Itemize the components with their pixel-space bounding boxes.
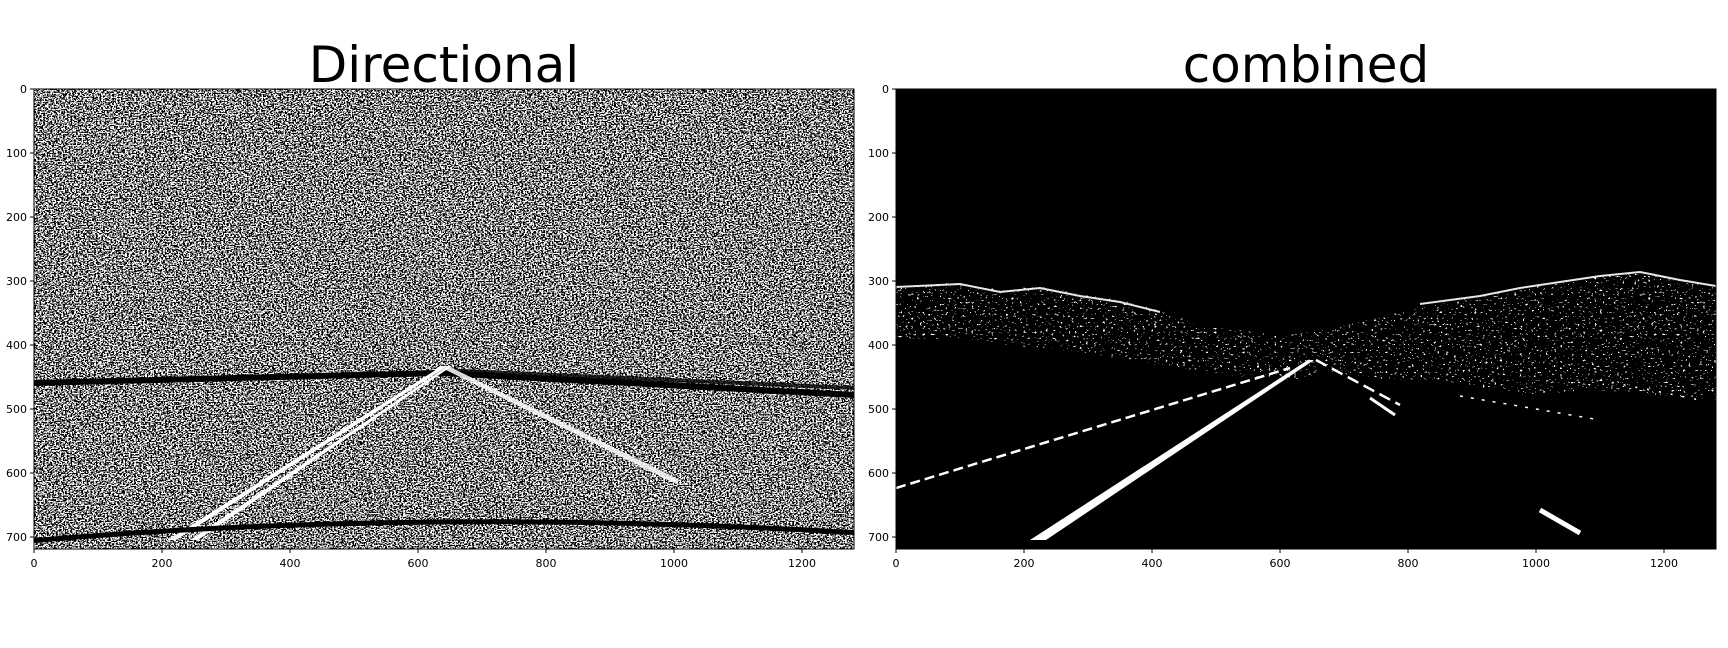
combined-x-axis: 0 200 400 600 800 1000 1200 (893, 549, 1678, 570)
combined-y-tick-label: 700 (868, 531, 889, 544)
directional-y-tick-label: 100 (6, 147, 27, 160)
directional-x-tick-label: 0 (31, 557, 38, 570)
combined-axes-frame (895, 88, 1717, 550)
combined-x-tick-label: 200 (1014, 557, 1035, 570)
panel-title-directional: Directional (309, 36, 579, 94)
combined-y-axis: 0 100 200 300 400 500 600 700 (868, 83, 896, 544)
directional-y-tick-label: 300 (6, 275, 27, 288)
combined-x-tick-label: 1200 (1650, 557, 1678, 570)
directional-y-axis: 0 100 200 300 400 500 600 700 (6, 83, 34, 544)
combined-y-tick-label: 0 (882, 83, 889, 96)
combined-y-tick-label: 600 (868, 467, 889, 480)
combined-x-tick-label: 0 (893, 557, 900, 570)
directional-x-tick-label: 400 (280, 557, 301, 570)
combined-x-tick-label: 400 (1142, 557, 1163, 570)
combined-y-tick-label: 100 (868, 147, 889, 160)
combined-y-tick-label: 400 (868, 339, 889, 352)
combined-y-tick-label: 500 (868, 403, 889, 416)
directional-image (34, 89, 854, 549)
directional-axes-frame (33, 88, 855, 550)
combined-y-tick-label: 300 (868, 275, 889, 288)
directional-x-tick-label: 800 (536, 557, 557, 570)
directional-y-tick-label: 600 (6, 467, 27, 480)
combined-x-tick-label: 1000 (1522, 557, 1550, 570)
directional-x-axis: 0 200 400 600 800 1000 1200 (31, 549, 816, 570)
directional-x-tick-label: 600 (408, 557, 429, 570)
combined-x-tick-label: 800 (1398, 557, 1419, 570)
combined-y-tick-label: 200 (868, 211, 889, 224)
directional-x-tick-label: 200 (152, 557, 173, 570)
directional-x-tick-label: 1000 (660, 557, 688, 570)
directional-x-tick-label: 1200 (788, 557, 816, 570)
combined-image (896, 89, 1716, 549)
combined-x-tick-label: 600 (1270, 557, 1291, 570)
directional-y-tick-label: 700 (6, 531, 27, 544)
directional-y-tick-label: 0 (20, 83, 27, 96)
directional-y-tick-label: 200 (6, 211, 27, 224)
panel-title-combined: combined (1183, 36, 1430, 94)
directional-y-tick-label: 500 (6, 403, 27, 416)
directional-y-tick-label: 400 (6, 339, 27, 352)
